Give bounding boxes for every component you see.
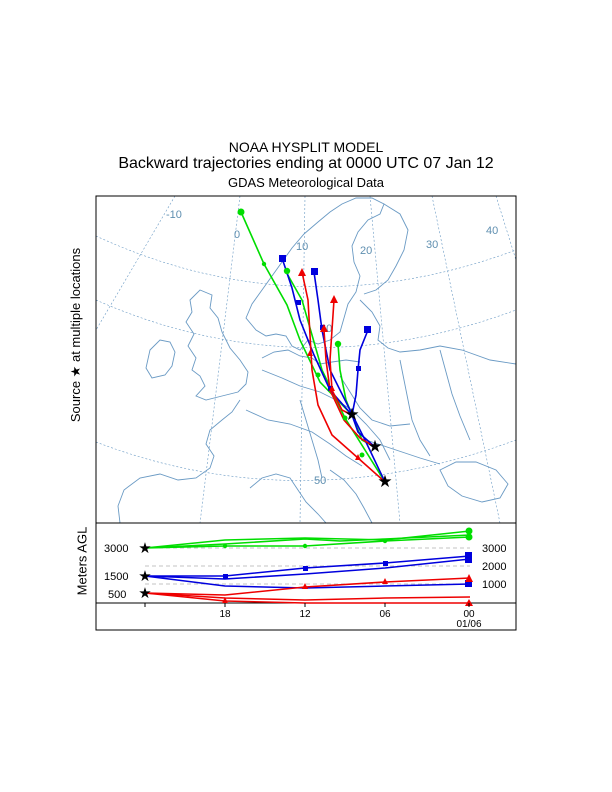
height-frame xyxy=(95,522,517,604)
border-5 xyxy=(399,359,431,457)
marker-green xyxy=(315,372,321,378)
marker-red xyxy=(330,295,338,303)
france-coast xyxy=(117,399,241,523)
coastlines xyxy=(117,197,516,523)
plot-title: Backward trajectories ending at 0000 UTC… xyxy=(118,155,494,172)
border-2 xyxy=(245,409,363,467)
time-label-06: 06 xyxy=(379,609,391,620)
lon-label-10: 10 xyxy=(296,241,308,253)
map-traj-green-1 xyxy=(240,211,353,416)
lon-label-0: 0 xyxy=(234,229,240,241)
map-traj-red-2 xyxy=(329,299,353,416)
marker-red xyxy=(298,268,306,276)
marker-green xyxy=(261,261,267,267)
lat-50 xyxy=(96,439,516,481)
time-ticks xyxy=(144,603,470,607)
source-star-2: ★ xyxy=(367,437,382,456)
black-sea-coast xyxy=(439,461,509,503)
height-left-500: 500 xyxy=(108,589,126,601)
marker-blue xyxy=(279,255,286,262)
height-left-1500: 1500 xyxy=(104,571,128,583)
map-traj-red-1 xyxy=(301,271,386,483)
source-star-500: ★ xyxy=(138,585,151,602)
time-label-00: 00 xyxy=(463,609,475,620)
height-right-2000: 2000 xyxy=(482,561,506,573)
marker-red xyxy=(329,385,335,391)
height-right-3000: 3000 xyxy=(482,543,506,555)
border-7 xyxy=(365,439,441,465)
marker-red xyxy=(320,324,328,332)
marker-green xyxy=(334,340,342,348)
time-label-18: 18 xyxy=(219,609,231,620)
map-trajectories xyxy=(240,211,386,483)
lon-10 xyxy=(299,196,306,523)
marker-green xyxy=(237,208,245,216)
finland-coast xyxy=(363,203,409,295)
med-coast xyxy=(249,473,327,523)
border-3 xyxy=(299,399,323,479)
marker-green xyxy=(283,267,291,275)
marker-blue xyxy=(356,366,361,371)
source-star-3: ★ xyxy=(377,472,392,491)
border-4 xyxy=(339,375,411,427)
baltic-coast xyxy=(359,299,516,365)
marker-green xyxy=(342,415,348,421)
height-right-1000: 1000 xyxy=(482,579,506,591)
map-traj-blue-3 xyxy=(351,329,376,448)
marker-red xyxy=(355,454,361,460)
map-panel: -10 0 10 20 30 40 60 50 xyxy=(96,196,516,523)
marker-green xyxy=(359,452,365,458)
marker-red xyxy=(307,350,313,356)
adriatic-coast xyxy=(329,469,373,523)
lon-20 xyxy=(369,196,401,523)
lon-label-30: 30 xyxy=(426,239,438,251)
ireland-coast xyxy=(145,339,176,379)
border-6 xyxy=(439,349,471,441)
lon-m10 xyxy=(96,196,176,331)
met-data-label: GDAS Meteorological Data xyxy=(227,175,385,190)
source-star-3000: ★ xyxy=(138,540,151,557)
map-traj-red-3 xyxy=(323,329,376,448)
marker-blue xyxy=(364,326,371,333)
time-label-12: 12 xyxy=(299,609,311,620)
lon-label-m10: -10 xyxy=(166,209,182,221)
height-markers: ★ ★ ★ xyxy=(138,527,473,606)
map-markers: ★ ★ ★ xyxy=(237,208,393,491)
britain-coast xyxy=(185,289,249,401)
lon-0 xyxy=(199,196,241,523)
height-panel: 3000 1500 500 3000 2000 1000 xyxy=(95,522,517,631)
source-star-1: ★ xyxy=(344,405,359,424)
model-title: NOAA HYSPLIT MODEL xyxy=(228,139,384,155)
lat-60 xyxy=(96,235,516,288)
height-left-3000: 3000 xyxy=(104,543,128,555)
source-star-1500: ★ xyxy=(138,568,151,585)
date-label: 01/06 xyxy=(456,619,481,630)
lat-label-50: 50 xyxy=(314,475,326,487)
lon-40 xyxy=(495,196,516,261)
marker-blue xyxy=(311,268,318,275)
marker-blue xyxy=(296,300,301,305)
lon-label-40: 40 xyxy=(486,225,498,237)
lon-label-20: 20 xyxy=(360,245,372,257)
